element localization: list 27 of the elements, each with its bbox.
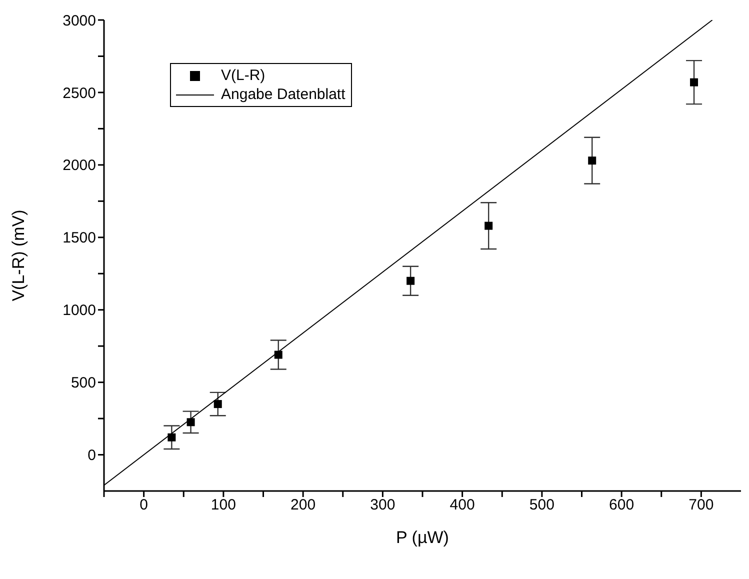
x-tick-label: 0 [140, 496, 148, 514]
point [484, 222, 493, 230]
x-tick-label: 700 [688, 496, 714, 514]
x-tick-label: 400 [450, 496, 475, 514]
y-tick-label: 2000 [62, 157, 96, 174]
x-tick-label: 300 [370, 496, 396, 514]
y-tick-label: 1000 [62, 302, 96, 320]
point [186, 418, 195, 426]
legend-label: Angabe Datenblatt [221, 85, 346, 104]
point [274, 350, 282, 359]
x-tick-label: 200 [290, 496, 316, 514]
y-tick-label: 3000 [62, 12, 96, 30]
point [588, 156, 596, 165]
x-tick-label: 500 [529, 496, 554, 514]
legend-label: V(L-R) [221, 66, 266, 85]
point [690, 78, 698, 86]
point [214, 400, 222, 408]
y-axis-title: V(L-R) (mV) [9, 210, 28, 302]
y-tick-label: 1500 [62, 230, 96, 247]
point [168, 433, 176, 442]
x-tick-label: 600 [609, 496, 634, 514]
y-tick-label: 0 [88, 447, 96, 464]
point [406, 276, 415, 285]
y-tick-label: 2500 [62, 84, 96, 102]
x-axis-title: P (µW) [396, 528, 449, 547]
y-tick-label: 500 [70, 374, 96, 392]
x-tick-label: 100 [210, 496, 236, 514]
